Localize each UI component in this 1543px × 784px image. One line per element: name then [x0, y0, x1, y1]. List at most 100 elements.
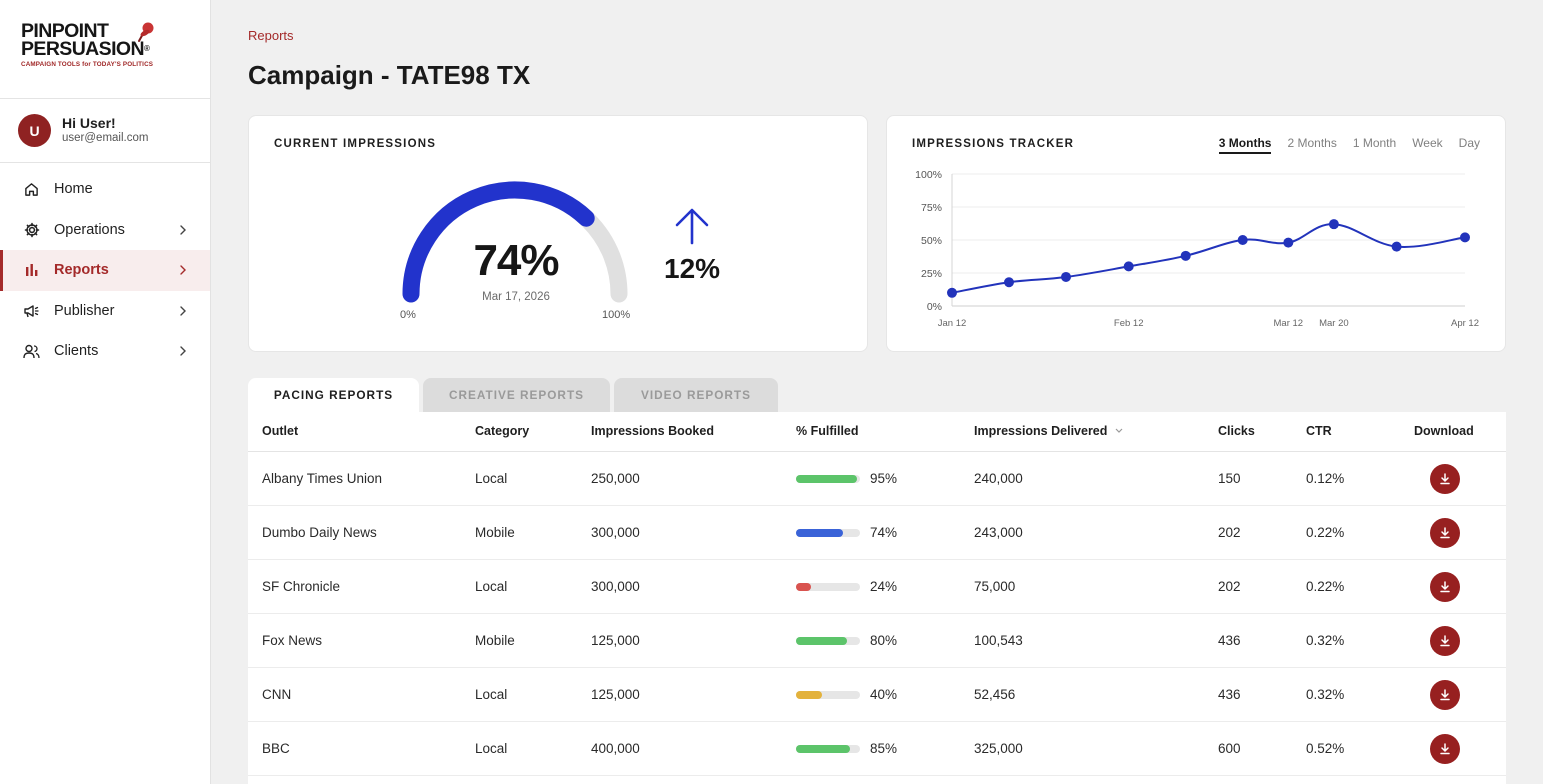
download-icon: [1440, 527, 1450, 539]
cell-fulfilled-percent: 40%: [870, 687, 898, 702]
user-profile[interactable]: U Hi User! user@email.com: [0, 99, 210, 163]
download-icon: [1440, 635, 1450, 647]
data-point[interactable]: [1283, 237, 1294, 248]
tab-creative-reports[interactable]: CREATIVE REPORTS: [423, 378, 610, 412]
column-header-outlet[interactable]: Outlet: [262, 424, 299, 438]
cell-category: Mobile: [475, 525, 515, 540]
cell-ctr: 0.32%: [1306, 687, 1345, 702]
pacing-reports-table: Outlet Category Impressions Booked % Ful…: [248, 412, 1506, 784]
bar-chart-icon: [23, 262, 40, 279]
data-point[interactable]: [1004, 277, 1014, 288]
cell-outlet: Fox News: [262, 633, 323, 648]
data-point[interactable]: [1061, 271, 1071, 282]
data-point[interactable]: [1328, 219, 1339, 230]
card-title: IMPRESSIONS TRACKER: [912, 138, 1075, 150]
brand-logo[interactable]: PINPOINT PERSUASION® CAMPAIGN TOOLS for …: [0, 0, 210, 99]
sidebar-item-clients[interactable]: Clients: [0, 331, 210, 372]
user-email: user@email.com: [62, 132, 149, 144]
fulfilled-progress-fill: [796, 529, 844, 537]
avatar[interactable]: U: [18, 114, 51, 147]
cell-outlet: BBC: [262, 741, 290, 756]
download-button[interactable]: [1430, 734, 1460, 764]
download-button[interactable]: [1430, 572, 1460, 602]
y-tick-label: 25%: [921, 268, 942, 280]
cell-clicks: 436: [1218, 633, 1241, 648]
cell-fulfilled-percent: 24%: [870, 579, 898, 594]
column-header-ctr[interactable]: CTR: [1306, 424, 1332, 438]
x-tick-label: Feb 12: [1114, 318, 1144, 329]
sidebar-item-reports[interactable]: Reports: [0, 250, 210, 291]
impressions-gauge: [402, 181, 628, 303]
download-icon: [1440, 743, 1450, 755]
cell-impressions-booked: 300,000: [591, 525, 640, 540]
sidebar-item-home[interactable]: Home: [0, 169, 210, 210]
chevron-right-icon: [180, 224, 186, 235]
cell-fulfilled-percent: 74%: [870, 525, 898, 540]
tab-pacing-reports[interactable]: PACING REPORTS: [248, 378, 419, 412]
user-greeting: Hi User!: [62, 115, 116, 131]
fulfilled-progress-bar: [796, 529, 860, 537]
column-header-impressions-booked[interactable]: Impressions Booked: [591, 424, 714, 438]
column-header-impressions-delivered[interactable]: Impressions Delivered: [974, 424, 1124, 438]
data-point[interactable]: [1237, 235, 1248, 245]
cell-category: Local: [475, 687, 508, 702]
sidebar-nav: Home Operations Reports Publisher: [0, 163, 210, 372]
cell-category: Local: [475, 471, 508, 486]
data-point[interactable]: [1391, 241, 1402, 252]
download-button[interactable]: [1430, 518, 1460, 548]
cell-clicks: 436: [1218, 687, 1241, 702]
table-header: Outlet Category Impressions Booked % Ful…: [248, 412, 1506, 452]
breadcrumb[interactable]: Reports: [248, 28, 294, 43]
cell-clicks: 150: [1218, 471, 1241, 486]
table-row: Albany Times Union Local 250,000 95% 240,000…: [248, 452, 1506, 506]
x-tick-label: Mar 20: [1319, 318, 1349, 329]
cell-category: Local: [475, 741, 508, 756]
y-tick-label: 100%: [915, 169, 942, 181]
cell-impressions-booked: 250,000: [591, 471, 640, 486]
range-tab-2-months[interactable]: 2 Months: [1287, 136, 1337, 150]
table-row: Dumbo Daily News Mobile 300,000 74% 243,000 2…: [248, 506, 1506, 560]
cell-impressions-delivered: 240,000: [974, 471, 1023, 486]
cell-impressions-booked: 400,000: [591, 741, 640, 756]
data-point[interactable]: [1123, 261, 1134, 272]
range-tab-day[interactable]: Day: [1458, 136, 1480, 150]
download-button[interactable]: [1430, 680, 1460, 710]
megaphone-icon: [23, 302, 40, 319]
data-point[interactable]: [1180, 250, 1191, 261]
chevron-right-icon: [180, 265, 186, 275]
sort-chevron-down-icon[interactable]: [1114, 427, 1124, 435]
column-header-clicks[interactable]: Clicks: [1218, 424, 1255, 438]
home-icon: [23, 181, 40, 198]
cell-fulfilled-percent: 95%: [870, 471, 898, 486]
sidebar-item-label: Home: [54, 181, 93, 198]
table-row: SF Chronicle Local 300,000 24% 75,000 202 0.22…: [248, 560, 1506, 614]
cell-impressions-delivered: 100,543: [974, 633, 1023, 648]
data-point[interactable]: [1460, 232, 1470, 243]
download-button[interactable]: [1430, 626, 1460, 656]
cell-impressions-delivered: 75,000: [974, 579, 1016, 594]
range-tab-1-month[interactable]: 1 Month: [1352, 136, 1397, 150]
cell-impressions-delivered: 52,456: [974, 687, 1016, 702]
tab-video-reports[interactable]: VIDEO REPORTS: [614, 378, 778, 412]
logo-tagline: CAMPAIGN TOOLS for TODAY'S POLITICS: [21, 61, 154, 68]
table-row: CNN Local 125,000 40% 52,456 436 0.32%: [248, 668, 1506, 722]
sidebar-item-publisher[interactable]: Publisher: [0, 291, 210, 332]
range-tab-week[interactable]: Week: [1412, 136, 1443, 150]
cell-ctr: 0.52%: [1306, 741, 1345, 756]
download-icon: [1440, 689, 1450, 701]
sidebar-item-operations[interactable]: Operations: [0, 210, 210, 251]
download-button[interactable]: [1430, 464, 1460, 494]
download-icon: [1440, 473, 1450, 485]
data-point[interactable]: [947, 287, 957, 298]
range-tab-3-months[interactable]: 3 Months: [1218, 136, 1272, 154]
cell-impressions-booked: 125,000: [591, 687, 640, 702]
column-header-fulfilled[interactable]: % Fulfilled: [796, 424, 859, 438]
fulfilled-progress-bar: [796, 583, 860, 591]
cell-outlet: CNN: [262, 687, 292, 702]
y-tick-label: 0%: [927, 301, 942, 313]
x-tick-label: Apr 12: [1451, 318, 1479, 329]
sidebar-item-label: Publisher: [54, 302, 115, 319]
report-tabs: PACING REPORTS CREATIVE REPORTS VIDEO RE…: [248, 378, 782, 412]
gauge-max-label: 100%: [602, 309, 631, 321]
column-header-category[interactable]: Category: [475, 424, 530, 438]
